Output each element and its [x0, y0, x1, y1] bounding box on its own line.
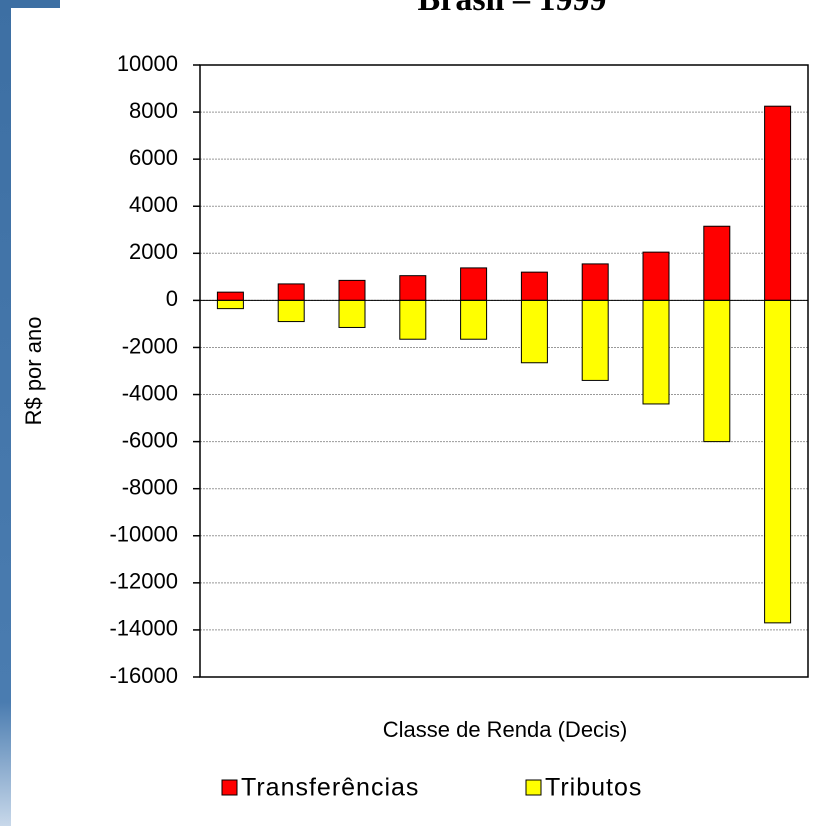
side-strip — [0, 0, 11, 826]
y-tick-label: -14000 — [109, 616, 178, 641]
bar — [581, 263, 609, 301]
y-tick-label: 8000 — [129, 98, 178, 123]
y-tick-label: 0 — [166, 286, 178, 311]
y-tick-label: -10000 — [109, 522, 178, 547]
y-tick-label: -2000 — [122, 333, 178, 358]
y-tick-label: -16000 — [109, 663, 178, 688]
y-tick-label: 6000 — [129, 145, 178, 170]
bar — [399, 275, 427, 301]
bar — [277, 283, 305, 301]
bar — [460, 299, 488, 340]
legend-swatch — [221, 779, 238, 796]
y-tick-label: 2000 — [129, 239, 178, 264]
y-axis-title: R$ por ano — [21, 317, 46, 426]
bar — [216, 299, 244, 310]
bar — [642, 251, 670, 301]
legend-swatch — [525, 779, 542, 796]
y-tick-label: -8000 — [122, 475, 178, 500]
bar — [581, 299, 609, 381]
chart-title: Brasil – 1999 — [418, 0, 607, 18]
bar — [703, 299, 731, 443]
bar — [520, 299, 548, 364]
y-tick-label: -4000 — [122, 380, 178, 405]
bar — [277, 299, 305, 323]
bar — [703, 225, 731, 301]
bar — [764, 105, 792, 301]
legend-label: Transferências — [241, 774, 419, 802]
bar — [460, 267, 488, 301]
y-tick-label: -12000 — [109, 569, 178, 594]
plot-frame — [199, 64, 809, 678]
x-axis-title: Classe de Renda (Decis) — [383, 717, 628, 742]
y-tick-label: -6000 — [122, 427, 178, 452]
bar — [399, 299, 427, 340]
bar — [764, 299, 792, 624]
bar — [642, 299, 670, 405]
bar — [216, 291, 244, 301]
y-tick-label: 10000 — [117, 51, 178, 76]
y-tick-label: 4000 — [129, 192, 178, 217]
bar — [338, 279, 366, 301]
legend-label: Tributos — [545, 774, 642, 802]
bar — [520, 271, 548, 301]
bar — [338, 299, 366, 328]
top-strip — [0, 0, 60, 8]
